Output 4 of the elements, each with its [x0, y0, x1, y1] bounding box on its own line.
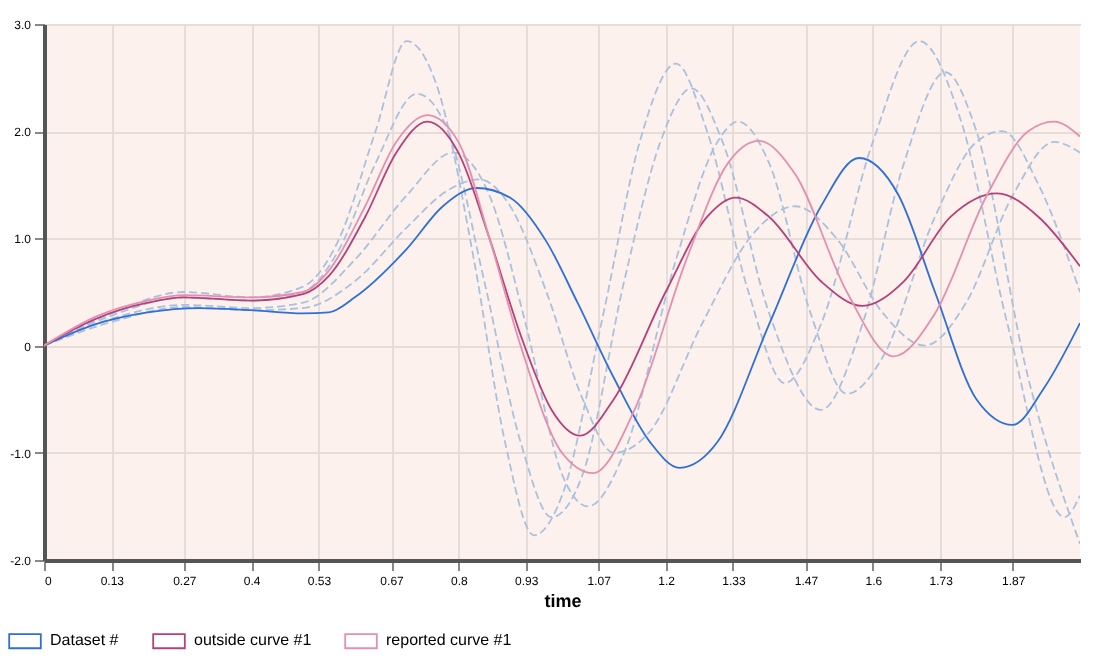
legend-label: outside curve #1	[194, 631, 313, 650]
legend-label: Dataset #	[50, 631, 120, 650]
x-axis-title: time	[544, 591, 582, 611]
legend-label: reported curve #1	[386, 631, 513, 650]
